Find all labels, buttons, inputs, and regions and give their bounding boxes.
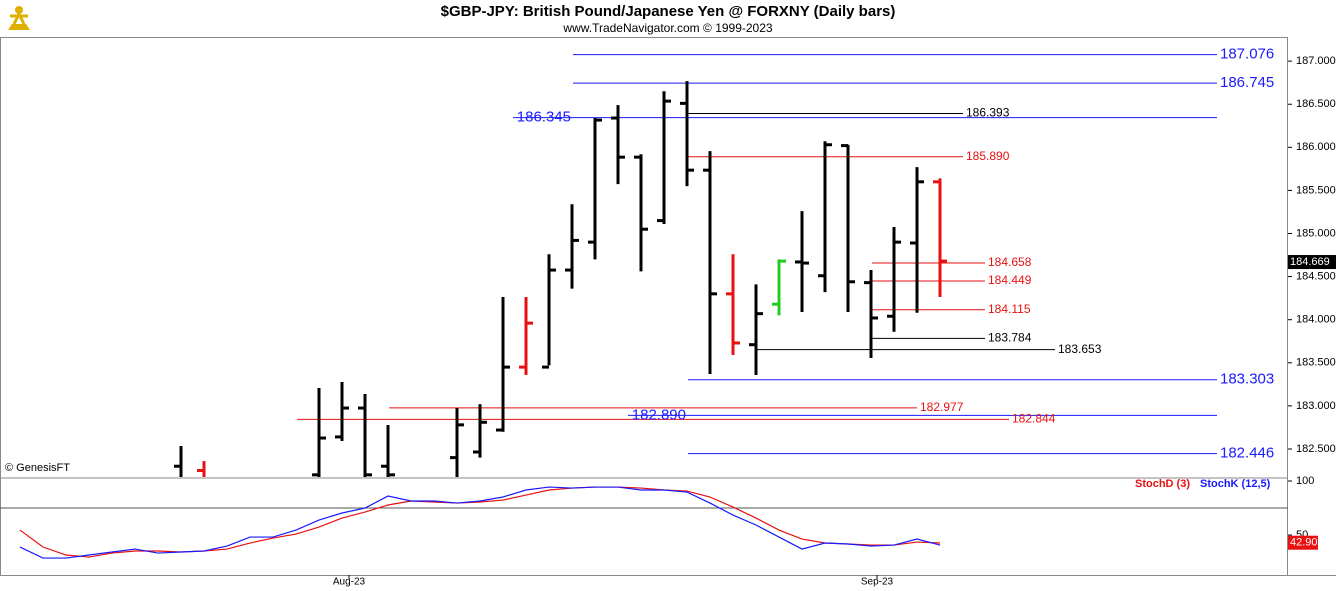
y-tick-label: 185.000 [1296,227,1336,239]
stoch-last-label: 42.90 [1290,537,1318,549]
y-tick-label: 182.500 [1296,443,1336,455]
y-tick-label: 186.500 [1296,98,1336,110]
y-tick-label: 187.000 [1296,55,1336,67]
stoch-y-tick-label: 100 [1296,475,1314,487]
level-label: 183.303 [1220,371,1274,388]
level-label: 182.446 [1220,445,1274,462]
level-label: 184.658 [988,255,1032,269]
y-tick-label: 183.000 [1296,400,1336,412]
copyright: © GenesisFT [5,462,70,474]
chart-title: $GBP-JPY: British Pound/Japanese Yen @ F… [441,3,896,20]
legend-label: StochD (3) [1135,478,1190,490]
y-tick-label: 184.500 [1296,271,1336,283]
stoch-line [19,486,941,559]
stoch-line [19,486,941,558]
chart-subtitle: www.TradeNavigator.com © 1999-2023 [562,21,772,35]
level-label: 185.890 [966,149,1010,163]
x-tick-label: Aug-23 [333,577,366,588]
price-bars [174,54,1217,477]
y-tick-label: 185.500 [1296,184,1336,196]
level-label: 182.890 [632,406,686,423]
last-price-label: 184.669 [1290,256,1330,268]
logo [8,6,30,30]
level-label: 186.393 [966,106,1010,120]
y-tick-label: 183.500 [1296,357,1336,369]
legend-label: StochK (12,5) [1200,478,1271,490]
level-label: 184.449 [988,273,1032,287]
level-label: 184.115 [988,302,1031,316]
x-tick-label: Sep-23 [861,577,894,588]
level-label: 183.784 [988,330,1032,344]
level-label: 187.076 [1220,46,1274,63]
level-label: 186.345 [517,109,571,126]
stoch-last-tag [1288,535,1318,550]
level-label: 182.844 [1012,412,1056,426]
level-label: 186.745 [1220,74,1274,91]
last-price-tag [1288,255,1336,270]
level-label: 182.977 [920,400,964,414]
y-tick-label: 184.000 [1296,314,1336,326]
y-tick-label: 186.000 [1296,141,1336,153]
level-label: 183.653 [1058,342,1102,356]
